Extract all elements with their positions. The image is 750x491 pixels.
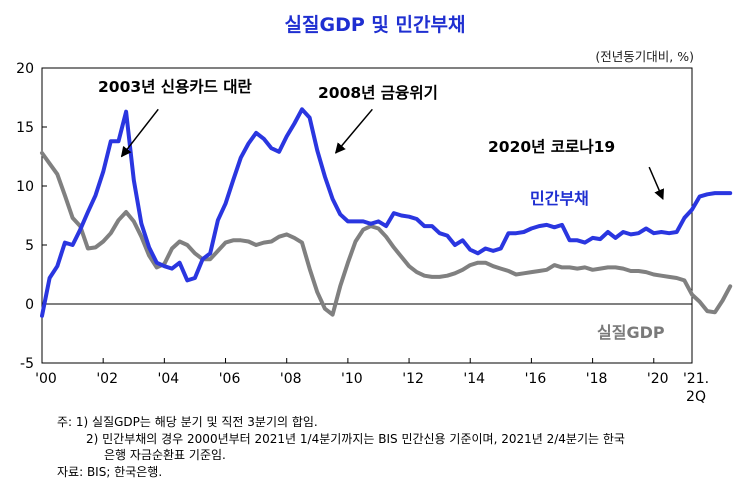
line-chart: 20 15 10 5 0 -5 '00 '02 '04 '06 '08 '10 '12 '14 '16 '1…	[16, 61, 733, 405]
x-tick-label: '00	[35, 371, 57, 387]
note-1: 주: 1) 실질GDP는 해당 분기 및 직전 3분기의 합임.	[57, 415, 318, 429]
y-tick-label: 0	[25, 297, 34, 313]
annotation-label: 2008년 금융위기	[318, 83, 438, 102]
y-tick-label: 10	[16, 179, 34, 195]
y-tick-label: 15	[16, 120, 34, 136]
y-tick-label: 20	[16, 61, 34, 77]
annotation-arrow	[120, 108, 159, 158]
y-tick-label: 5	[25, 238, 34, 254]
unit-label: (전년동기대비, %)	[595, 49, 694, 64]
source-note: 자료: BIS; 한국은행.	[57, 464, 163, 479]
y-tick-label: -5	[20, 356, 34, 372]
series-line-real-gdp	[40, 151, 733, 317]
x-tick-label-line2: 2Q	[686, 389, 706, 405]
annotation-arrow	[334, 108, 373, 154]
annotation-arrow	[648, 166, 665, 200]
x-tick-label: '04	[158, 371, 180, 387]
x-tick-label: '06	[219, 371, 241, 387]
x-tick-label: '21.	[683, 371, 709, 387]
chart-title: 실질GDP 및 민간부채	[284, 14, 466, 36]
x-tick-label: '10	[341, 371, 363, 387]
footnotes: 주: 1) 실질GDP는 해당 분기 및 직전 3분기의 합임. 2) 민간부채…	[57, 414, 625, 480]
x-tick-label: '02	[96, 371, 118, 387]
x-tick-label: '08	[280, 371, 302, 387]
note-2: 2) 민간부채의 경우 2000년부터 2021년 1/4분기까지는 BIS 민…	[86, 431, 625, 446]
series-label-private-debt: 민간부채	[530, 189, 589, 208]
x-tick-label: '18	[586, 371, 608, 387]
note-2-continued: 은행 자금순환표 기준임.	[104, 448, 226, 462]
x-tick-label: '14	[463, 371, 485, 387]
annotation-label: 2003년 신용카드 대란	[98, 77, 252, 96]
series-label-real-gdp: 실질GDP	[597, 323, 665, 342]
x-tick-label: '12	[402, 371, 424, 387]
annotation-label: 2020년 코로나19	[488, 137, 615, 156]
plot-frame	[41, 67, 693, 364]
series-line-private-debt	[40, 107, 733, 318]
x-tick-label: '16	[525, 371, 547, 387]
x-tick-label: '20	[647, 371, 669, 387]
